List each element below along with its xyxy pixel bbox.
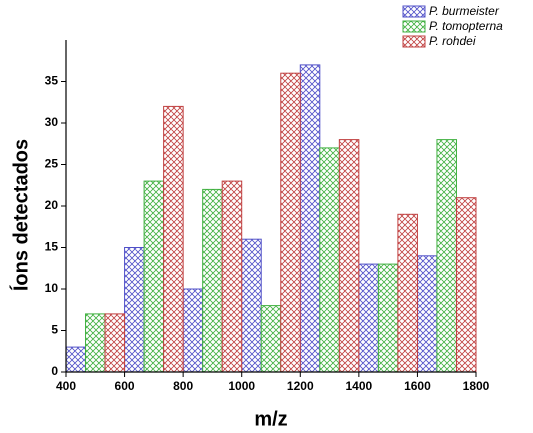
- x-tick-label: 1200: [287, 379, 314, 393]
- bar: [358, 263, 379, 373]
- bar: [143, 180, 165, 373]
- bar: [397, 213, 418, 373]
- y-tick-label: 30: [45, 115, 59, 129]
- bar: [377, 263, 399, 373]
- bar: [182, 288, 204, 373]
- x-tick-label: 600: [115, 379, 135, 393]
- bar: [299, 64, 321, 373]
- y-tick-label: 5: [51, 323, 58, 337]
- legend-label: P. tomopterna: [429, 19, 503, 33]
- bar: [104, 313, 126, 373]
- bar: [85, 313, 106, 373]
- y-tick-label: 15: [45, 240, 59, 254]
- legend-swatch: [402, 20, 426, 33]
- bar: [416, 255, 438, 373]
- x-tick-label: 1600: [404, 379, 431, 393]
- bar: [241, 238, 262, 373]
- x-axis-title: m/z: [254, 408, 287, 430]
- x-tick-label: 1800: [463, 379, 490, 393]
- bar: [338, 139, 360, 373]
- x-tick-label: 1000: [228, 379, 255, 393]
- legend-swatch: [402, 35, 426, 48]
- legend-label: P. burmeister: [429, 4, 500, 18]
- y-tick-label: 35: [45, 74, 59, 88]
- bar: [455, 197, 477, 373]
- bar: [124, 247, 145, 373]
- bar: [65, 346, 87, 373]
- y-tick-label: 0: [51, 364, 58, 378]
- bar: [319, 147, 340, 373]
- bar: [436, 139, 457, 373]
- legend-swatch: [402, 5, 426, 18]
- bar: [280, 72, 301, 373]
- x-tick-label: 800: [173, 379, 193, 393]
- legend-label: P. rohdei: [429, 34, 476, 48]
- x-tick-label: 400: [56, 379, 76, 393]
- x-tick-label: 1400: [346, 379, 373, 393]
- bar: [221, 180, 243, 373]
- bar: [260, 305, 282, 373]
- y-tick-label: 10: [45, 281, 59, 295]
- bar: [163, 105, 184, 373]
- y-tick-label: 20: [45, 198, 59, 212]
- bar: [202, 188, 223, 373]
- y-tick-label: 25: [45, 157, 59, 171]
- y-axis-title: Íons detectados: [9, 139, 32, 291]
